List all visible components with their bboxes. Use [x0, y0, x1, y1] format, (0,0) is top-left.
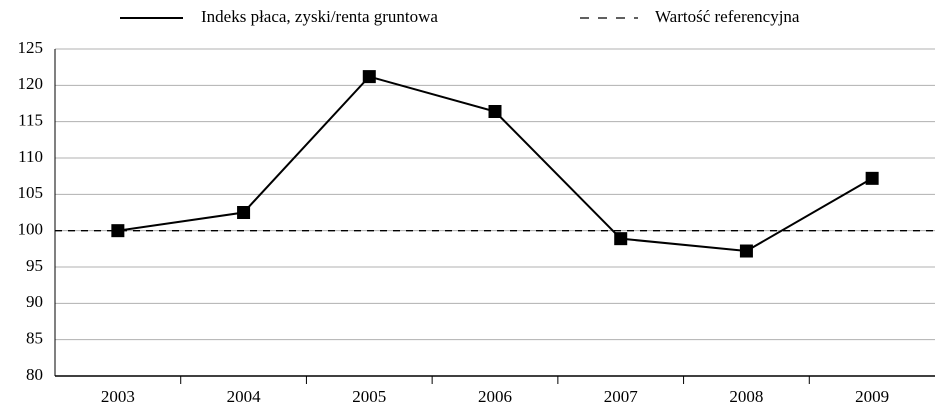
x-tick-label: 2003: [101, 387, 135, 406]
y-tick-label: 115: [18, 111, 43, 130]
point-marker: [865, 171, 879, 185]
x-tick-label: 2006: [478, 387, 512, 406]
y-tick-label: 100: [18, 220, 44, 239]
x-tick-label: 2009: [855, 387, 889, 406]
point-marker: [237, 206, 251, 219]
legend-label: Wartość referencyjna: [655, 7, 800, 26]
point-marker: [362, 70, 376, 84]
y-tick-label: 110: [18, 147, 43, 166]
y-tick-label: 120: [18, 74, 44, 93]
point-marker: [614, 232, 628, 246]
x-tick-label: 2008: [729, 387, 763, 406]
series-line: [117, 75, 873, 253]
point-marker: [488, 104, 502, 118]
point-marker: [111, 224, 125, 238]
x-tick-label: 2005: [352, 387, 386, 406]
y-tick-label: 95: [26, 256, 43, 275]
x-tick-label: 2004: [227, 387, 262, 406]
y-tick-label: 90: [26, 292, 43, 311]
y-tick-label: 125: [18, 38, 44, 57]
x-tick-label: 2007: [604, 387, 639, 406]
point-marker: [739, 244, 753, 258]
y-tick-label: 105: [18, 183, 44, 202]
y-tick-label: 85: [26, 329, 43, 348]
y-tick-label: 80: [26, 365, 43, 384]
legend-label: Indeks płaca, zyski/renta gruntowa: [201, 7, 438, 26]
